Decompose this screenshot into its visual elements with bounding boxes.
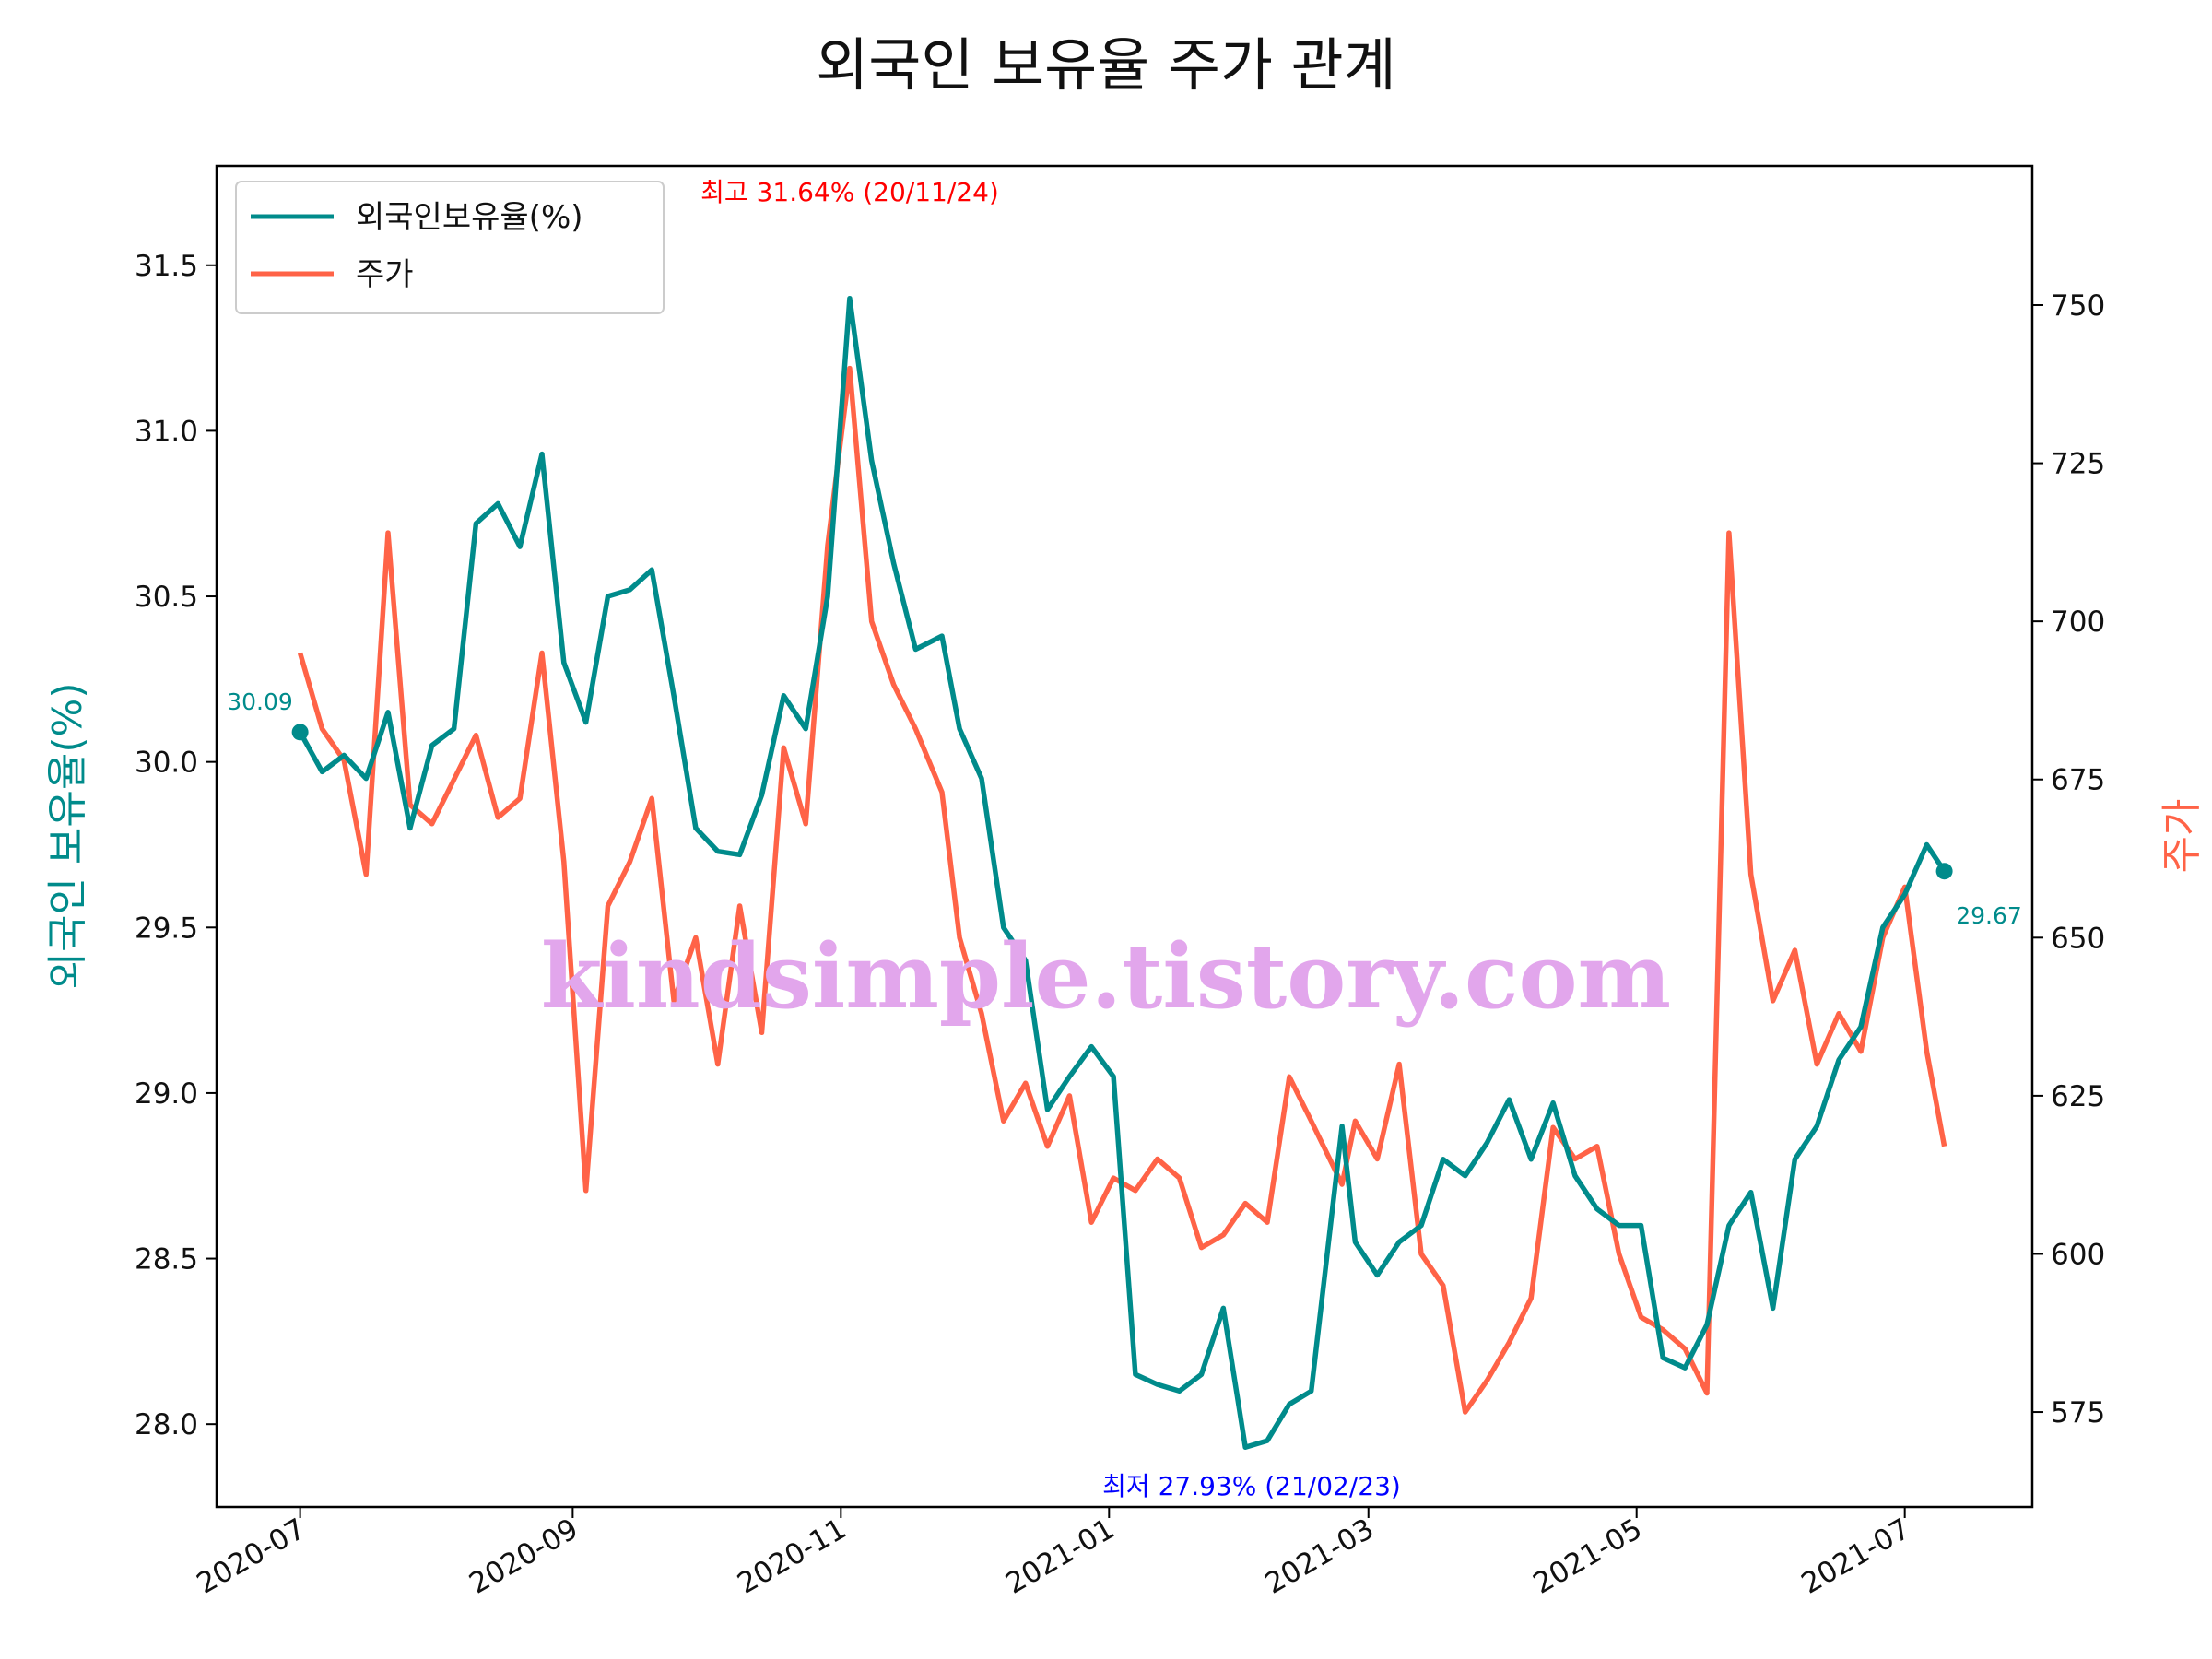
x-tick-label-3: 2021-01 <box>1000 1512 1120 1601</box>
max-annotation: 최고 31.64% (20/11/24) <box>700 177 999 207</box>
watermark-text: kindsimple.tistory.com <box>541 924 1671 1029</box>
legend-label-price: 주가 <box>356 256 414 293</box>
x-tick-label-1: 2020-09 <box>464 1512 583 1601</box>
y-tick-label-right-6: 725 <box>2051 448 2105 481</box>
series-line-ratio <box>298 295 1947 1451</box>
y-tick-label-left-4: 30.0 <box>135 747 198 780</box>
y-tick-label-right-5: 700 <box>2051 606 2105 639</box>
y-tick-label-right-2: 625 <box>2051 1080 2105 1113</box>
chart-title: 외국인 보유율 주가 관계 <box>816 31 1396 99</box>
legend-label-ratio: 외국인보유율(%) <box>356 199 583 236</box>
min-annotation: 최저 27.93% (21/02/23) <box>1102 1471 1401 1501</box>
y-tick-label-left-7: 31.5 <box>135 250 198 283</box>
y-axis-label-right: 주가 <box>2159 799 2206 874</box>
x-tick-label-6: 2021-07 <box>1795 1512 1915 1601</box>
annotation-layer: 최고 31.64% (20/11/24) 최저 27.93% (21/02/23… <box>227 177 2022 1501</box>
x-tick-label-5: 2021-05 <box>1528 1512 1648 1601</box>
y-tick-label-right-4: 675 <box>2051 764 2105 797</box>
start-value-label: 30.09 <box>227 688 293 715</box>
plot-frame <box>215 164 2034 1509</box>
series-line-price <box>297 365 1947 1415</box>
y-tick-label-left-1: 28.5 <box>135 1243 198 1277</box>
y-axis-label-left: 외국인 보유율(%) <box>44 682 91 989</box>
y-tick-label-right-7: 750 <box>2051 289 2105 323</box>
x-tick-label-0: 2020-07 <box>191 1512 311 1601</box>
y-tick-label-left-3: 29.5 <box>135 912 198 945</box>
y-tick-label-left-6: 31.0 <box>135 415 198 448</box>
end-point-marker <box>1936 863 1953 880</box>
legend-box <box>235 181 665 314</box>
y-tick-label-right-3: 650 <box>2051 922 2105 955</box>
end-value-label: 29.67 <box>1956 902 2022 929</box>
y-tick-label-right-0: 575 <box>2051 1396 2105 1430</box>
x-axis: 2020-07 2020-09 2020-11 2021-01 2021-03 2021-… <box>191 1507 1916 1601</box>
series-layer <box>291 295 1953 1451</box>
y-tick-label-right-1: 600 <box>2051 1238 2105 1271</box>
right-y-axis: 575 600 625 650 675 700 725 750 <box>2032 289 2105 1430</box>
start-point-marker <box>291 724 309 741</box>
legend: 외국인보유율(%) 주가 <box>235 181 665 314</box>
left-y-axis: 28.0 28.5 29.0 29.5 30.0 30.5 31.0 31.5 <box>135 250 217 1441</box>
x-tick-label-4: 2021-03 <box>1260 1512 1380 1601</box>
y-tick-label-left-5: 30.5 <box>135 581 198 614</box>
x-tick-label-2: 2020-11 <box>732 1512 852 1601</box>
y-tick-label-left-0: 28.0 <box>135 1408 198 1441</box>
y-tick-label-left-2: 29.0 <box>135 1077 198 1111</box>
